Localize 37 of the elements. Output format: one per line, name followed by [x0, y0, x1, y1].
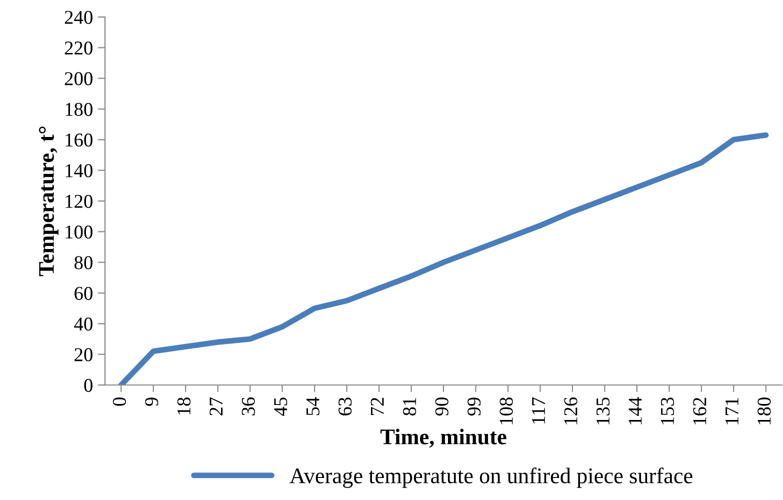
x-tick-label: 144 — [628, 397, 642, 424]
y-tick-label: 100 — [66, 225, 92, 239]
x-tick-label: 171 — [725, 398, 738, 424]
x-tick-label: 45 — [274, 398, 288, 416]
y-axis-title: Temperature, t° — [38, 126, 58, 276]
x-tick-label: 153 — [660, 398, 674, 424]
y-tick-label: 60 — [74, 286, 92, 300]
x-tick-label: 135 — [596, 398, 610, 424]
y-tick-label: 20 — [74, 348, 92, 362]
x-tick-label: 18 — [177, 398, 190, 415]
y-tick-label: 220 — [64, 41, 92, 55]
y-tick-label: 160 — [66, 133, 92, 147]
x-tick-label: 9 — [145, 398, 158, 406]
x-tick-label: 27 — [210, 397, 223, 416]
x-tick-label: 36 — [242, 397, 255, 416]
y-tick-label: 200 — [64, 72, 92, 86]
y-tick-label: 240 — [64, 10, 92, 24]
x-tick-label: 117 — [532, 397, 545, 424]
x-tick-label: 162 — [693, 398, 706, 424]
x-tick-label: 63 — [338, 398, 352, 416]
x-tick-label: 54 — [306, 397, 320, 416]
y-tick-label: 120 — [66, 194, 92, 208]
y-tick-label: 80 — [74, 256, 92, 270]
y-tick-label: 40 — [74, 317, 92, 331]
x-axis-title: Time, minute — [380, 428, 506, 448]
x-tick-label: 72 — [370, 398, 384, 415]
x-tick-label: 99 — [468, 398, 481, 416]
y-tick-label: 180 — [66, 102, 92, 116]
legend-label: Average temperatute on unfired piece surface — [290, 467, 692, 488]
x-tick-label: 126 — [564, 397, 578, 424]
y-tick-label: 140 — [66, 164, 92, 178]
x-tick-label: 108 — [500, 398, 513, 424]
x-tick-label: 180 — [758, 398, 771, 424]
x-tick-label: 0 — [112, 398, 126, 406]
x-tick-label: 81 — [403, 398, 416, 416]
x-tick-label: 90 — [435, 398, 448, 416]
y-tick-label: 0 — [84, 378, 92, 392]
